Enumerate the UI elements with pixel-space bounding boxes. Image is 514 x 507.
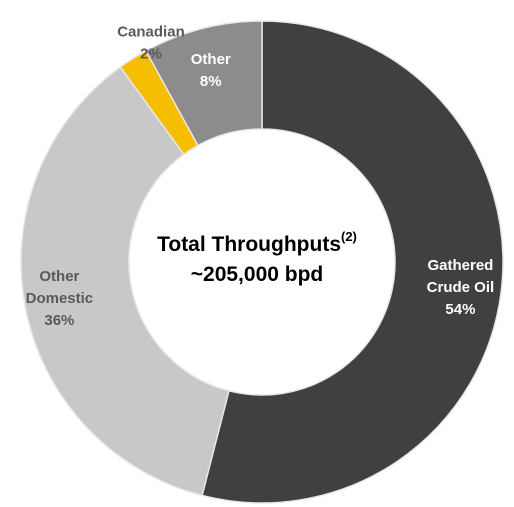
slice-gathered-crude-oil (201, 20, 504, 504)
slice-name-label: Other (39, 268, 79, 285)
slice-label-other-domestic: Other Domestic 36% (26, 268, 94, 329)
slice-name-label: Domestic (26, 290, 94, 307)
slice-name-label: Crude Oil (427, 279, 495, 296)
slice-name-label: Canadian (117, 24, 185, 41)
slice-other (144, 20, 263, 147)
slice-name-label: Other (191, 51, 231, 68)
slice-value-label: 8% (200, 73, 222, 90)
slice-name-label: Gathered (427, 257, 493, 274)
center-value: ~205,000 bpd (190, 263, 324, 286)
slice-other-domestic (20, 65, 230, 497)
slice-label-other: Other 8% (191, 51, 231, 90)
slice-value-label: 36% (44, 312, 74, 329)
slice-value-label: 54% (445, 301, 475, 318)
donut-slices (20, 20, 504, 504)
slice-labels: Gathered Crude Oil 54% Other Domestic 36% Cana… (26, 24, 495, 329)
center-title: Total Throughputs(2) (157, 229, 357, 256)
center-title-superscript: (2) (341, 229, 357, 244)
slice-value-label: 2% (140, 46, 162, 63)
slice-label-gathered-crude-oil: Gathered Crude Oil 54% (427, 257, 495, 318)
slice-label-canadian: Canadian 2% (117, 24, 185, 63)
